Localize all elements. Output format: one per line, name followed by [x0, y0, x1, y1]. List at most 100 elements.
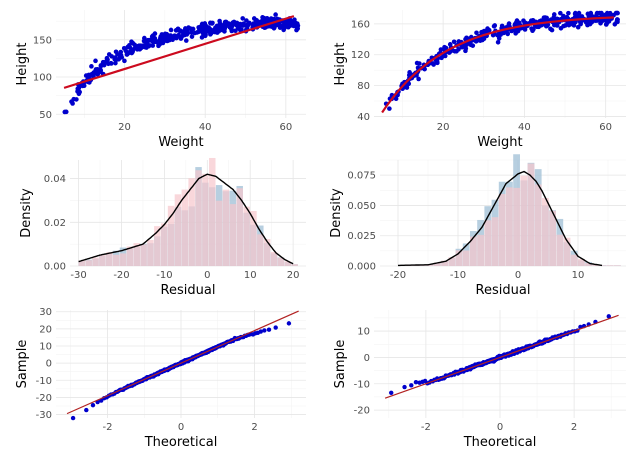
x-tick-label: 20	[287, 270, 300, 281]
panel-tr: 20 40 60 40 80 120 160 Weight Height	[333, 10, 626, 150]
qq-point	[413, 380, 419, 385]
x-tick-label: 20	[437, 122, 450, 133]
x-tick-label: 40	[518, 122, 531, 133]
data-point	[175, 33, 181, 39]
data-point	[189, 34, 195, 39]
data-point	[463, 48, 468, 54]
histogram-bar	[549, 210, 556, 266]
qq-point	[389, 390, 394, 395]
x-tick-label: 10	[244, 270, 257, 281]
data-point	[63, 109, 69, 115]
data-point	[274, 22, 280, 28]
histogram-bar	[257, 234, 264, 266]
density-curve	[78, 173, 294, 265]
histogram-bar	[160, 223, 168, 266]
histogram-bar	[229, 204, 237, 266]
y-tick-label: -10	[354, 379, 370, 390]
histogram-bar	[195, 170, 202, 266]
data-point	[76, 85, 82, 91]
data-point	[295, 21, 300, 26]
y-tick-label: 150	[33, 35, 52, 46]
qq-point	[258, 329, 263, 334]
data-point	[490, 32, 496, 38]
data-point	[456, 39, 462, 44]
x-tick-label: 10	[572, 270, 585, 281]
histogram-bar	[542, 198, 549, 266]
y-tick-label: 10	[39, 342, 52, 353]
data-point	[567, 22, 572, 27]
y-tick-label: 10	[357, 327, 370, 338]
histogram-bar	[85, 260, 92, 266]
data-point	[451, 39, 457, 45]
qq-point	[286, 321, 292, 326]
data-point	[470, 43, 476, 48]
histogram-bar	[140, 244, 147, 266]
y-tick-label: 0.02	[44, 218, 66, 229]
data-point	[129, 39, 134, 44]
histogram-bar	[527, 163, 535, 266]
histogram-bar	[470, 236, 477, 266]
data-point	[142, 35, 147, 41]
data-point	[548, 26, 553, 32]
data-point	[142, 44, 147, 50]
histogram-bar	[506, 187, 513, 266]
x-tick-label: -10	[156, 270, 172, 281]
data-point	[98, 69, 103, 74]
histogram-bar	[291, 264, 298, 266]
data-point	[223, 19, 229, 25]
histogram-bar	[263, 239, 271, 266]
histogram-bar	[592, 264, 600, 266]
panel-ml: -30 -20 -10 0 10 20 0.00 0.02 0.04 Residual Densit…	[19, 157, 306, 298]
panel-tl: 20 40 60 50 100 150 Weight Height	[15, 10, 306, 150]
data-point	[106, 52, 112, 57]
data-point	[597, 10, 602, 16]
x-axis-label: Theoretical	[463, 435, 537, 450]
histogram-bar	[112, 254, 120, 266]
histogram-bar	[147, 240, 154, 266]
data-point	[295, 26, 301, 31]
data-point	[404, 85, 410, 90]
data-point	[464, 35, 469, 41]
x-tick-label: 20	[118, 122, 131, 133]
histogram-bar	[78, 260, 86, 266]
data-point	[442, 46, 448, 52]
x-tick-label: -2	[102, 422, 112, 433]
x-tick-label: 0	[204, 270, 210, 281]
histogram-bar	[202, 173, 209, 266]
y-tick-label: 0.025	[347, 231, 376, 242]
histogram-bar	[606, 265, 614, 266]
data-point	[203, 31, 208, 37]
histogram-bar	[215, 200, 223, 266]
histogram-bar	[284, 261, 292, 266]
y-axis-label: Height	[333, 43, 348, 86]
histogram-bar	[167, 205, 175, 266]
data-point	[278, 23, 283, 29]
data-point	[587, 14, 592, 19]
histogram-bar	[209, 157, 216, 266]
data-point	[108, 60, 114, 66]
histogram-bar	[462, 250, 470, 266]
x-tick-label: 2	[251, 422, 257, 433]
y-tick-label: 120	[351, 50, 370, 61]
data-point	[587, 21, 593, 27]
histogram-bar	[441, 260, 448, 266]
data-point	[604, 10, 610, 16]
data-point	[198, 25, 204, 30]
data-point	[206, 29, 212, 34]
data-point	[143, 40, 149, 46]
data-point	[114, 57, 119, 62]
qq-point	[273, 325, 278, 330]
histogram-bar	[277, 257, 285, 266]
data-point	[482, 29, 488, 35]
data-point	[571, 23, 577, 28]
histogram-bar	[513, 187, 520, 266]
y-tick-label: 0	[46, 359, 52, 370]
y-axis-label: Density	[329, 188, 344, 238]
data-point	[566, 10, 571, 16]
data-point	[583, 20, 589, 25]
fit-line	[63, 15, 295, 89]
data-point	[287, 18, 293, 24]
data-point	[288, 23, 293, 28]
histogram-bar	[448, 257, 456, 266]
